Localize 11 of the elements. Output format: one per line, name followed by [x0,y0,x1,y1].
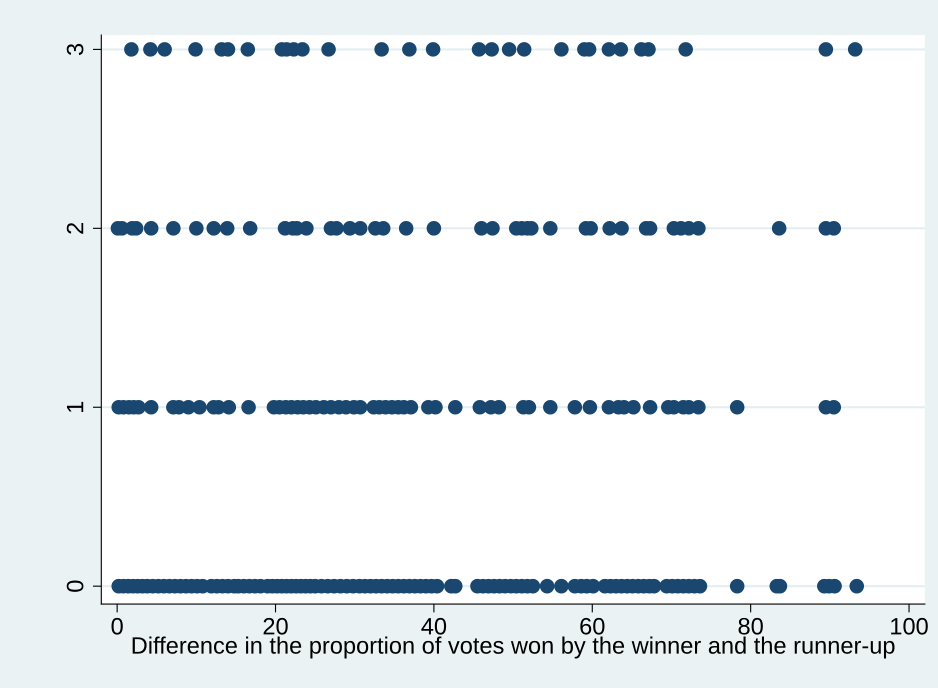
x-tick-label: 100 [891,618,928,635]
y-tick-label: 3 [66,44,84,56]
x-tick-label: 40 [421,618,446,635]
x-tick-label: 0 [112,618,123,635]
x-tick-label: 60 [580,618,604,635]
x-axis-title: Difference in the proportion of votes won by the winner and the runner-up [132,636,895,658]
y-tick-label: 1 [66,402,84,412]
y-tick-label: 2 [66,222,84,234]
y-tick-label: 0 [66,580,84,592]
x-tick-label: 20 [264,618,288,635]
x-tick-label: 80 [738,618,763,635]
